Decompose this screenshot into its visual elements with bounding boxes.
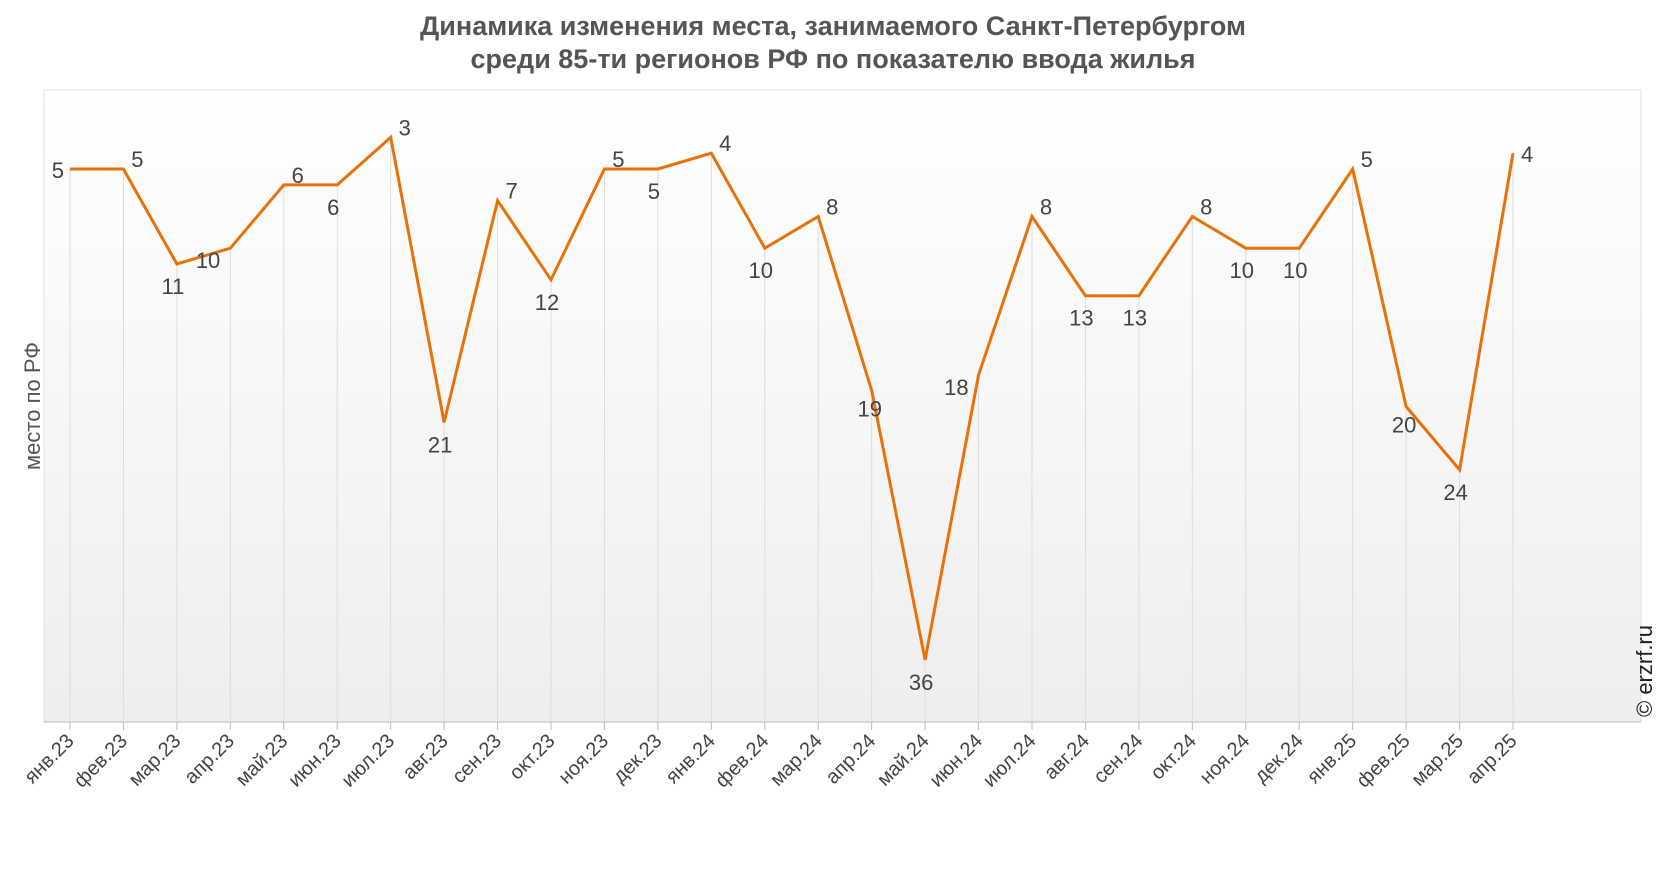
- data-label: 10: [196, 248, 220, 273]
- x-tick-label: дек.23: [609, 730, 667, 788]
- data-label: 6: [327, 195, 339, 220]
- x-tick-label: ноя.23: [554, 730, 613, 789]
- data-label: 19: [857, 397, 881, 422]
- data-label: 5: [52, 158, 64, 183]
- chart-title-line-2: среди 85-ти регионов РФ по показателю вв…: [470, 44, 1196, 74]
- data-label: 21: [428, 432, 452, 457]
- x-tick-label: дек.24: [1250, 730, 1308, 788]
- data-label: 6: [292, 163, 304, 188]
- data-label: 10: [1283, 258, 1307, 283]
- data-label: 24: [1443, 480, 1467, 505]
- data-label: 5: [131, 147, 143, 172]
- x-tick-label: июн.23: [284, 730, 346, 792]
- data-label: 18: [944, 375, 968, 400]
- x-tick-label: авг.23: [399, 730, 453, 784]
- x-tick-label: июл.23: [338, 730, 400, 792]
- x-tick-label: сен.23: [448, 730, 506, 788]
- data-label: 7: [505, 179, 517, 204]
- data-label: 11: [161, 274, 184, 299]
- x-tick-label: окт.24: [1147, 730, 1201, 784]
- x-tick-label: фев.23: [70, 730, 132, 792]
- x-axis-ticks: янв.23фев.23мар.23апр.23май.23июн.23июл.…: [20, 722, 1522, 792]
- x-tick-label: авг.24: [1040, 730, 1094, 784]
- x-tick-label: июл.24: [979, 730, 1041, 792]
- x-tick-label: фев.25: [1352, 730, 1414, 792]
- data-label: 13: [1069, 306, 1093, 331]
- grid-lines: [69, 137, 1514, 722]
- x-tick-label: апр.23: [180, 730, 239, 789]
- data-label: 5: [1361, 147, 1373, 172]
- data-label: 36: [909, 670, 933, 695]
- plot-area: [43, 89, 1642, 723]
- x-tick-label: июн.24: [926, 730, 988, 792]
- data-label: 13: [1123, 306, 1147, 331]
- x-tick-label: янв.24: [662, 730, 720, 788]
- x-tick-label: май.23: [232, 730, 293, 791]
- x-tick-label: фев.24: [711, 730, 773, 792]
- x-tick-label: май.24: [873, 730, 934, 791]
- data-label: 12: [535, 290, 559, 315]
- y-axis-label: место по РФ: [20, 342, 45, 470]
- data-label: 5: [648, 179, 660, 204]
- watermark-text: © erzrf.ru: [1632, 625, 1657, 717]
- data-label: 4: [719, 131, 731, 156]
- x-tick-label: янв.25: [1303, 730, 1361, 788]
- data-label: 5: [612, 147, 624, 172]
- data-label: 8: [826, 195, 838, 220]
- x-tick-label: окт.23: [505, 730, 559, 784]
- data-label: 8: [1200, 195, 1212, 220]
- x-tick-label: янв.23: [20, 730, 78, 788]
- x-tick-label: апр.24: [822, 730, 881, 789]
- x-tick-label: ноя.24: [1196, 730, 1255, 789]
- series-line: [70, 134, 1515, 661]
- chart-title-line-1: Динамика изменения места, занимаемого Са…: [420, 11, 1246, 41]
- x-tick-label: сен.24: [1089, 730, 1147, 788]
- data-label: 4: [1521, 142, 1533, 167]
- x-tick-label: мар.24: [766, 730, 827, 791]
- x-tick-label: мар.23: [125, 730, 186, 791]
- data-label: 3: [399, 115, 411, 140]
- x-tick-label: мар.25: [1407, 730, 1468, 791]
- data-label: 20: [1392, 413, 1416, 438]
- chart-title: Динамика изменения места, занимаемого Са…: [0, 10, 1666, 76]
- data-label: 8: [1040, 195, 1052, 220]
- data-label: 10: [1230, 258, 1254, 283]
- data-label: 10: [749, 258, 773, 283]
- x-tick-label: апр.25: [1463, 730, 1522, 789]
